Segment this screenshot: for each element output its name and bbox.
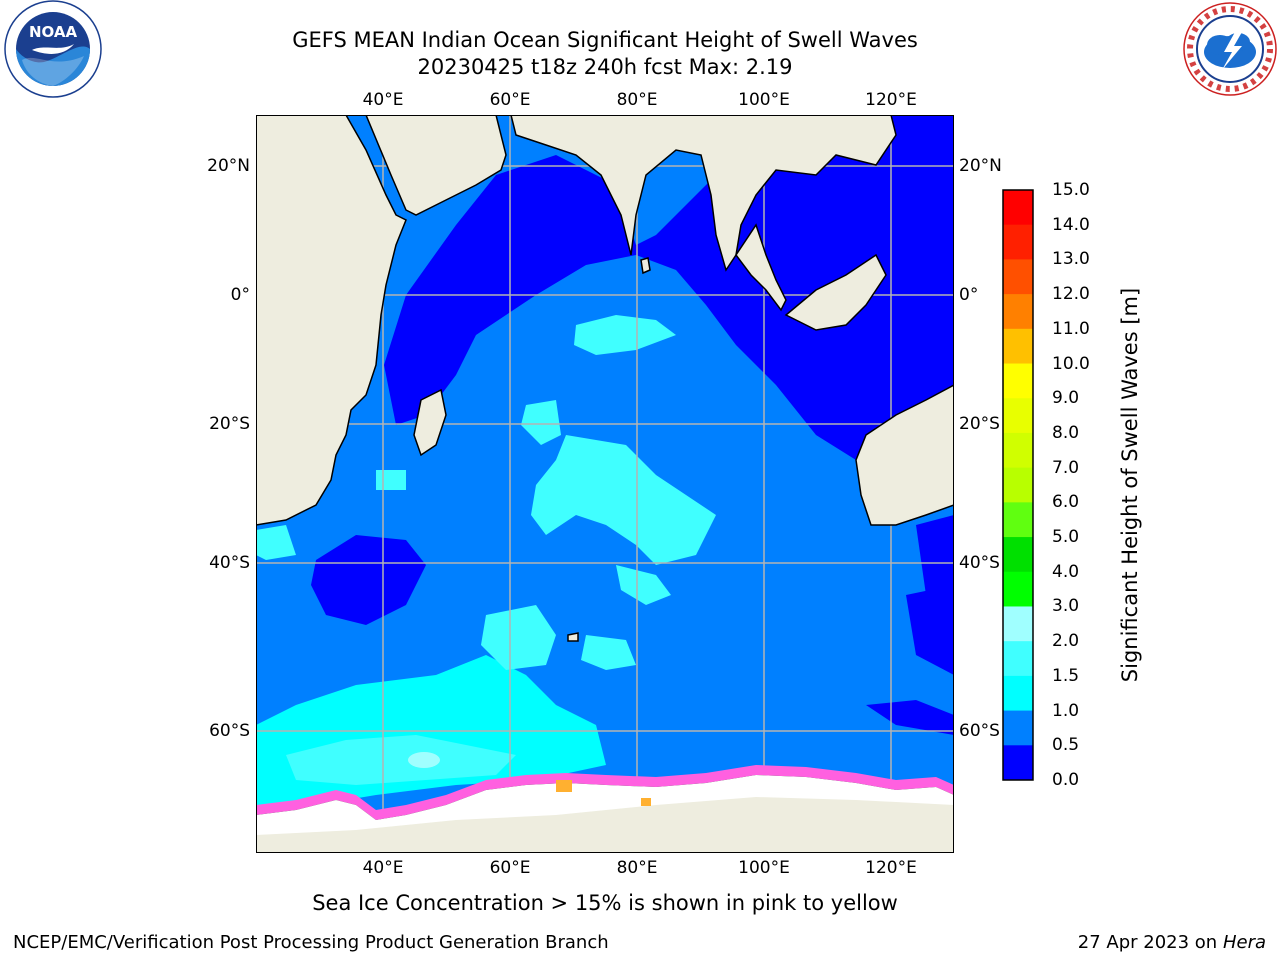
footer-date-text: 27 Apr 2023 on xyxy=(1077,932,1223,953)
lon-tick-top: 100°E xyxy=(738,90,790,110)
arabia xyxy=(365,115,507,216)
colorbar-tick: 12.0 xyxy=(1052,284,1090,305)
colorbar-segment xyxy=(1003,328,1033,365)
india-asia xyxy=(510,115,897,272)
malay-peninsula xyxy=(735,223,787,312)
lat-tick-right: 20°S xyxy=(959,414,1000,434)
colorbar-frame xyxy=(1002,189,1034,781)
australia xyxy=(855,384,954,526)
colorbar-tick: 11.0 xyxy=(1052,318,1090,339)
swell-patch-5 xyxy=(481,605,556,670)
colorbar-tick: 5.0 xyxy=(1052,527,1080,548)
swell-patch-8 xyxy=(376,470,406,490)
colorbar-tick: 14.0 xyxy=(1052,214,1090,235)
colorbar-segment xyxy=(1003,675,1033,712)
lat-tick-left: 60°S xyxy=(209,721,250,741)
colorbar-segment xyxy=(1003,432,1033,469)
madagascar xyxy=(413,388,447,457)
colorbar-tick: 10.0 xyxy=(1052,353,1090,374)
colorbar-segment xyxy=(1003,259,1033,295)
colorbar-segment xyxy=(1003,190,1033,226)
map-title: GEFS MEAN Indian Ocean Significant Heigh… xyxy=(292,28,918,52)
lon-tick-bottom: 60°E xyxy=(489,858,531,878)
low-swell-patch-east3 xyxy=(866,700,954,735)
colorbar-tick: 13.0 xyxy=(1052,249,1090,270)
lon-tick-bottom: 40°E xyxy=(362,858,404,878)
swell-patch-3 xyxy=(531,435,716,565)
map-subtitle: 20230425 t18z 240h fcst Max: 2.19 xyxy=(417,55,793,79)
sea-ice-shelf xyxy=(256,775,954,835)
colorbar-segment xyxy=(1003,537,1033,573)
low-swell-region-north xyxy=(384,115,954,460)
colorbar-label: Significant Height of Swell Waves [m] xyxy=(1118,287,1142,683)
colorbar-segment xyxy=(1003,710,1033,746)
colorbar-segment xyxy=(1003,467,1033,503)
colorbar-tick: 0.0 xyxy=(1052,770,1080,790)
swell-patch-1 xyxy=(574,315,676,355)
lon-tick-bottom: 100°E xyxy=(738,858,790,878)
colorbar-tick: 15.0 xyxy=(1052,180,1090,200)
lat-tick-right: 40°S xyxy=(959,553,1000,573)
lon-tick-top: 120°E xyxy=(865,90,917,110)
noaa-logo: NOAA xyxy=(4,0,102,98)
colorbar-segment xyxy=(1003,571,1033,607)
colorbar-segment xyxy=(1003,606,1033,642)
lat-tick-left: 40°S xyxy=(209,553,250,573)
footer-host: Hera xyxy=(1222,932,1266,953)
nws-logo xyxy=(1183,2,1277,96)
colorbar-tick: 0.5 xyxy=(1052,735,1080,756)
lat-tick-right: 20°N xyxy=(959,156,1002,176)
colorbar-tick: 6.0 xyxy=(1052,492,1080,513)
colorbar-segment xyxy=(1003,363,1033,399)
swell-patch-2 xyxy=(521,400,561,445)
colorbar-segment xyxy=(1003,398,1033,434)
noaa-logo-text: NOAA xyxy=(29,23,78,41)
lat-tick-right: 0° xyxy=(959,285,979,305)
colorbar-segment xyxy=(1003,745,1033,781)
africa xyxy=(256,115,407,526)
swell-patch-7 xyxy=(256,525,296,560)
colorbar-segment xyxy=(1003,502,1033,538)
low-swell-patch-east2 xyxy=(906,585,954,675)
lon-tick-top: 80°E xyxy=(616,90,658,110)
colorbar-tick: 3.0 xyxy=(1052,596,1080,617)
swell-patch-6 xyxy=(581,635,636,670)
colorbar-tick: 1.0 xyxy=(1052,700,1080,721)
colorbar-segment xyxy=(1003,641,1033,677)
lat-tick-left: 20°S xyxy=(209,414,250,434)
swell-band-light-cyan xyxy=(286,735,516,785)
colorbar-tick: 1.5 xyxy=(1052,665,1080,686)
lat-tick-left: 20°N xyxy=(207,156,250,176)
lat-tick-right: 60°S xyxy=(959,721,1000,741)
sri-lanka xyxy=(640,257,651,275)
swell-patch-4 xyxy=(616,565,671,605)
sea-ice-yellow-patch2 xyxy=(641,798,651,806)
colorbar-tick: 7.0 xyxy=(1052,457,1080,478)
lon-tick-top: 40°E xyxy=(362,90,404,110)
colorbar-segment xyxy=(1003,224,1033,260)
borneo xyxy=(784,253,887,331)
sea-ice-caption: Sea Ice Concentration > 15% is shown in … xyxy=(312,891,898,915)
kerguelen xyxy=(567,632,579,642)
low-swell-patch-southwest xyxy=(311,535,426,625)
lon-tick-top: 60°E xyxy=(489,90,531,110)
footer-date: 27 Apr 2023 on Hera xyxy=(1078,932,1266,954)
swell-peak-patch xyxy=(408,752,440,768)
colorbar-tick: 8.0 xyxy=(1052,422,1080,443)
sea-ice-edge xyxy=(256,765,954,820)
colorbar-tick: 2.0 xyxy=(1052,631,1080,652)
low-swell-patch-east xyxy=(916,515,954,595)
lon-tick-bottom: 80°E xyxy=(616,858,658,878)
sea-ice-yellow-patch xyxy=(556,780,572,792)
colorbar-segment xyxy=(1003,294,1033,330)
colorbar xyxy=(1002,189,1034,781)
lat-tick-left: 0° xyxy=(230,285,250,305)
colorbar-tick: 9.0 xyxy=(1052,388,1080,409)
colorbar-tick: 4.0 xyxy=(1052,561,1080,582)
lon-tick-bottom: 120°E xyxy=(865,858,917,878)
footer-producer: NCEP/EMC/Verification Post Processing Pr… xyxy=(13,932,609,953)
map-plot xyxy=(256,115,954,853)
